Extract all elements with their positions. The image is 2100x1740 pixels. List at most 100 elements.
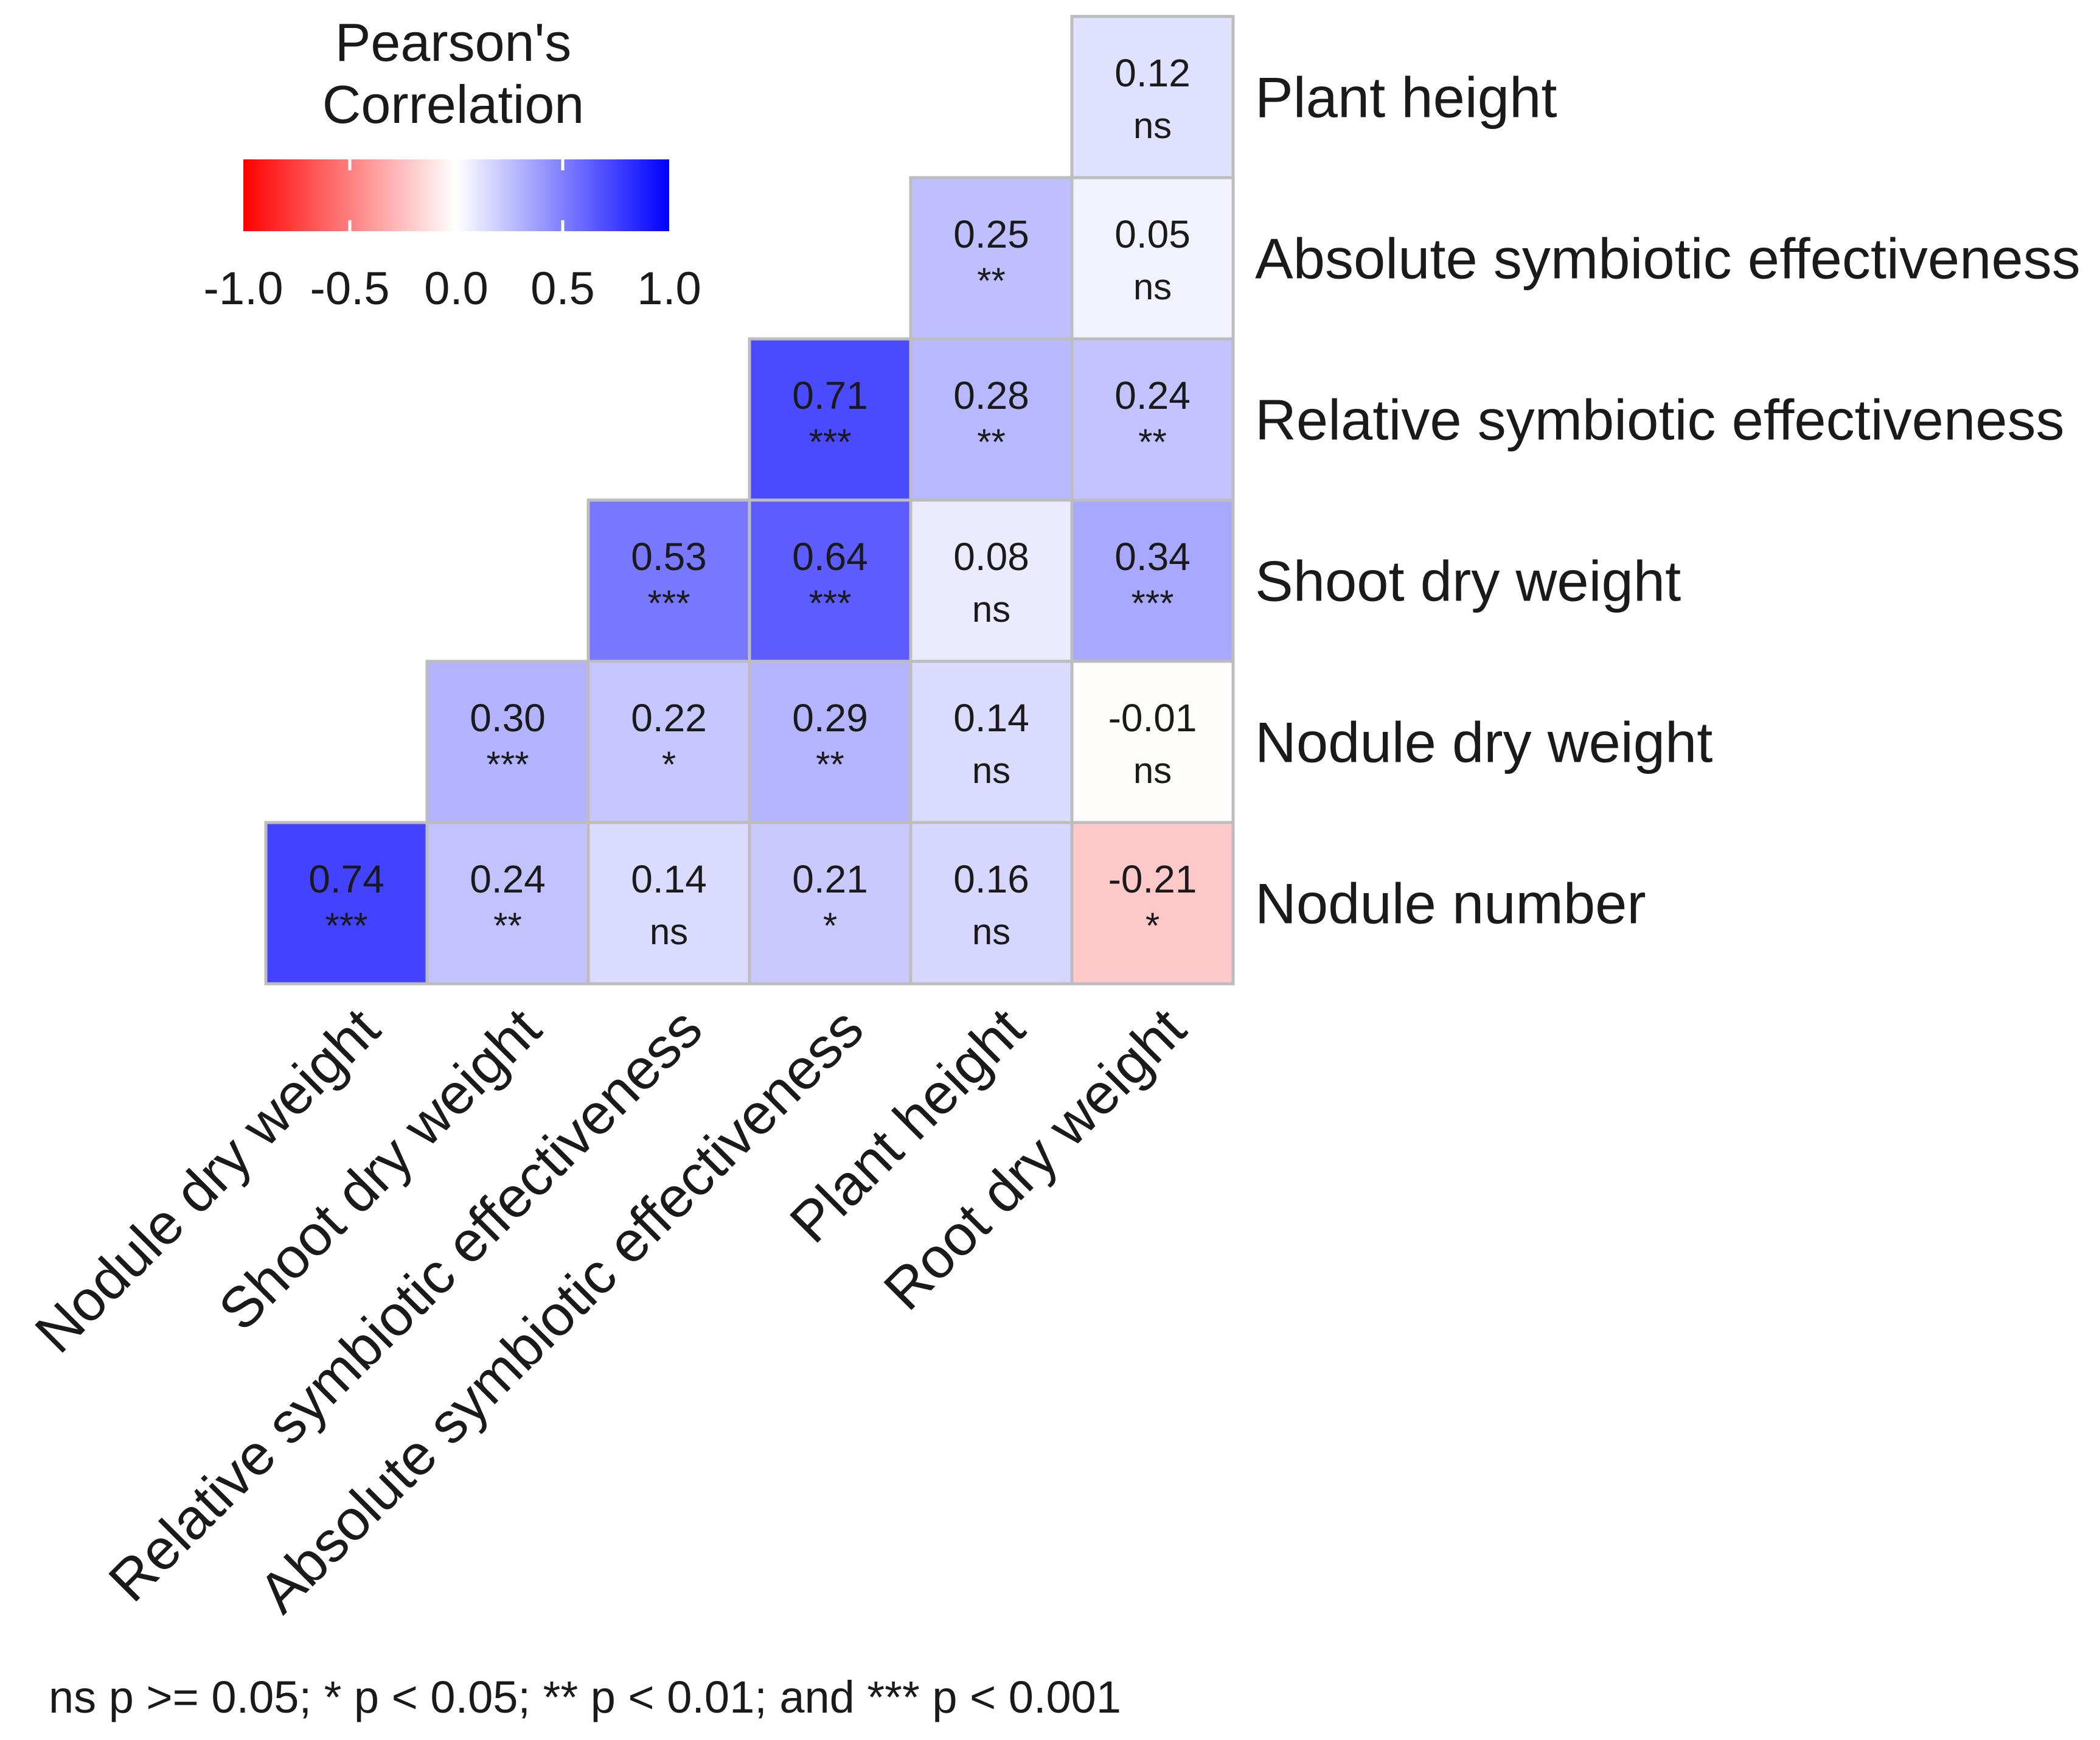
cell-significance-label: ns (1133, 105, 1172, 146)
cell-value-label: 0.21 (792, 857, 868, 901)
heatmap-cell: 0.24** (425, 821, 590, 986)
legend-title-line1: Pearson's (335, 12, 572, 72)
legend-title-line2: Correlation (322, 74, 584, 134)
heatmap-cell-rect (1070, 821, 1235, 986)
heatmap-cell: 0.21* (748, 821, 913, 986)
heatmap-cell-rect (425, 821, 590, 986)
cell-significance-label: *** (1131, 583, 1173, 624)
cell-value-label: 0.24 (1114, 374, 1191, 417)
significance-footnote: ns p >= 0.05; * p < 0.05; ** p < 0.01; a… (49, 1672, 1121, 1722)
column-label: Root dry weight (872, 996, 1198, 1322)
cell-value-label: 0.12 (1114, 51, 1191, 95)
cell-significance-label: * (823, 905, 837, 946)
heatmap-cell: -0.01 ns (1070, 659, 1235, 824)
heatmap-cell: 0.30*** (425, 659, 590, 824)
cell-value-label: 0.05 (1114, 212, 1191, 256)
cell-significance-label: ** (493, 905, 522, 946)
cell-significance-label: *** (808, 583, 851, 624)
cell-value-label: 0.08 (953, 535, 1029, 579)
cell-significance-label: ** (977, 422, 1006, 462)
cell-significance-label: *** (486, 744, 529, 785)
heatmap-cell-rect (1070, 337, 1235, 502)
heatmap-cell-rect (586, 821, 751, 986)
heatmap-cell: 0.16 ns (909, 821, 1074, 986)
cell-value-label: 0.30 (470, 696, 546, 740)
row-label: Plant height (1255, 66, 1557, 130)
cell-significance-label: ns (972, 750, 1010, 791)
cell-value-label: 0.29 (792, 696, 868, 740)
cell-value-label: 0.14 (631, 857, 707, 901)
heatmap-cell: 0.71 *** (748, 337, 913, 502)
heatmap-cell-rect (264, 821, 429, 986)
cell-significance-label: ns (1133, 266, 1172, 307)
row-label: Nodule number (1255, 872, 1646, 936)
heatmap-cell-rect (586, 659, 751, 824)
heatmap-cell: 0.12 ns (1070, 15, 1235, 179)
heatmap-cell-rect (748, 498, 913, 663)
heatmap-cell-rect (909, 176, 1074, 341)
heatmap-cell: 0.14 ns (909, 659, 1074, 824)
cell-significance-label: ns (972, 589, 1010, 630)
heatmap-cell-rect (909, 659, 1074, 824)
cell-significance-label: ns (650, 911, 688, 952)
cell-value-label: 0.28 (953, 374, 1029, 417)
cell-significance-label: ** (816, 744, 844, 785)
heatmap-cells: 0.12ns0.25**0.05ns0.71***0.28**0.24**0.5… (264, 15, 1235, 986)
cell-significance-label: ns (1133, 750, 1172, 791)
heatmap-cell: 0.08 ns (909, 498, 1074, 663)
cell-significance-label: *** (325, 905, 367, 946)
color-legend: Pearson's Correlation -1.0 -0.5 0.0 0.5 1.0 (204, 12, 701, 315)
legend-tick-label: 1.0 (637, 263, 701, 315)
cell-value-label: 0.25 (953, 212, 1029, 256)
row-label: Shoot dry weight (1255, 549, 1681, 613)
cell-value-label: 0.16 (953, 857, 1029, 901)
heatmap-cell-rect (909, 821, 1074, 986)
cell-value-label: 0.22 (631, 696, 707, 740)
cell-value-label: 0.34 (1114, 535, 1191, 579)
legend-ticks: -1.0 -0.5 0.0 0.5 1.0 (204, 159, 701, 315)
heatmap-cell: 0.14 ns (586, 821, 751, 986)
cell-significance-label: *** (808, 422, 851, 462)
cell-value-label: 0.64 (792, 535, 868, 579)
heatmap-cell-rect (748, 659, 913, 824)
legend-tick-label: 0.0 (424, 263, 488, 315)
row-labels: Plant height Absolute symbiotic effective… (1255, 66, 2081, 936)
heatmap-cell-rect (909, 337, 1074, 502)
heatmap-cell-rect (748, 337, 913, 502)
cell-value-label: -0.21 (1108, 857, 1197, 901)
cell-value-label: 0.53 (631, 535, 707, 579)
heatmap-cell: 0.22* (586, 659, 751, 824)
cell-significance-label: * (1146, 905, 1160, 946)
heatmap-cell-rect (1070, 659, 1235, 824)
cell-value-label: -0.01 (1108, 696, 1197, 740)
heatmap-cell-rect (748, 821, 913, 986)
heatmap-cell-rect (425, 659, 590, 824)
heatmap-cell: 0.74*** (264, 821, 429, 986)
cell-value-label: 0.14 (953, 696, 1029, 740)
cell-value-label: 0.74 (308, 857, 384, 901)
row-label: Absolute symbiotic effectiveness (1255, 227, 2081, 291)
heatmap-cell: 0.05 ns (1070, 176, 1235, 341)
heatmap-cell: 0.64*** (748, 498, 913, 663)
heatmap-cell-rect (1070, 176, 1235, 341)
heatmap-cell-rect (1070, 498, 1235, 663)
cell-value-label: 0.24 (470, 857, 546, 901)
heatmap-cell: 0.53*** (586, 498, 751, 663)
heatmap-cell: 0.24** (1070, 337, 1235, 502)
legend-tick-label: -1.0 (204, 263, 283, 315)
cell-significance-label: * (662, 744, 676, 785)
heatmap-cell: -0.21* (1070, 821, 1235, 986)
heatmap-cell: 0.25** (909, 176, 1074, 341)
heatmap-cell: 0.29** (748, 659, 913, 824)
heatmap-cell: 0.34*** (1070, 498, 1235, 663)
column-label: Relative symbiotic effectiveness (97, 996, 714, 1613)
row-label: Nodule dry weight (1255, 711, 1712, 774)
cell-significance-label: ns (972, 911, 1010, 952)
cell-significance-label: *** (647, 583, 690, 624)
cell-significance-label: ** (977, 260, 1006, 301)
heatmap-cell-rect (1070, 15, 1235, 179)
heatmap-cell-rect (909, 498, 1074, 663)
legend-color-bar (243, 159, 669, 231)
